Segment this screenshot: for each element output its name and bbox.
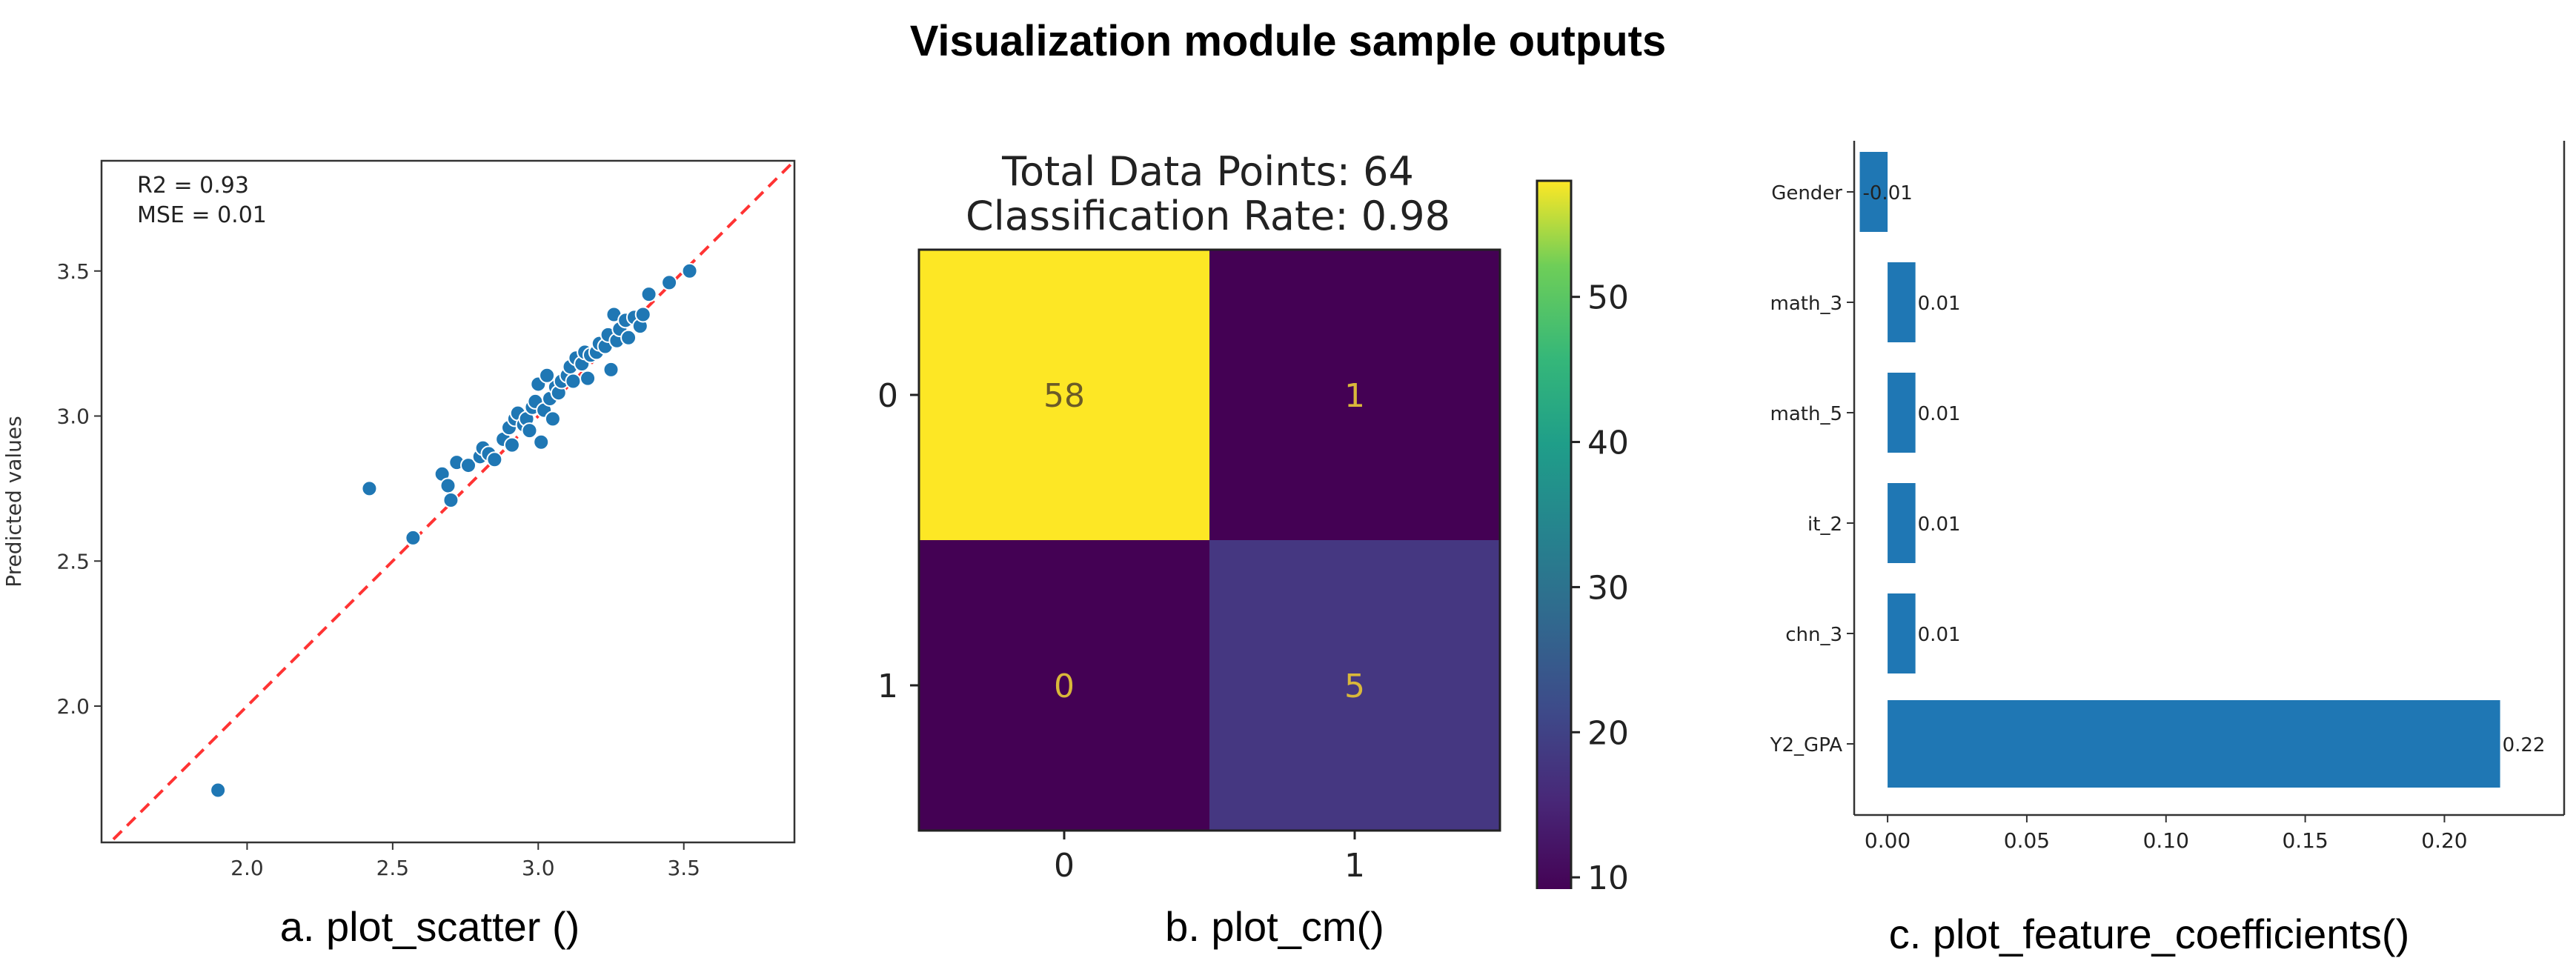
scatter-point	[634, 306, 651, 323]
cm-cell	[1209, 540, 1500, 831]
cm-y-tick-label: 1	[877, 668, 898, 705]
cm-cell	[919, 540, 1209, 831]
cm-x-tick-label: 1	[1344, 847, 1365, 885]
cm-frame	[917, 248, 1501, 832]
scatter-point	[602, 361, 620, 378]
scatter-point	[486, 451, 503, 468]
coef-bar-value-label: -0.01	[1863, 182, 1913, 204]
scatter-plot: 2.0 2.5 3.0 3.5 2.0 2.5 3.0 3.5 Predicted value…	[1, 159, 796, 880]
coef-bar	[1888, 373, 1916, 453]
caption-scatter: a. plot_scatter ()	[279, 903, 580, 950]
cm-cell	[1209, 250, 1500, 540]
scatter-y-tick-label: 3.5	[56, 259, 90, 284]
coef-bar-value-label: 0.01	[1918, 293, 1961, 315]
coef-x-tick-label: 0.10	[2143, 828, 2189, 853]
cm-cell-value: 58	[1043, 377, 1085, 415]
scatter-point	[661, 274, 678, 291]
caption-coefficients: c. plot_feature_coefficients()	[1888, 911, 2410, 957]
coef-x-tick-label: 0.15	[2282, 828, 2328, 853]
scatter-annotation-mse: MSE = 0.01	[137, 202, 267, 228]
coef-bar	[1888, 593, 1916, 673]
coef-y-tick-label: it_2	[1807, 513, 1842, 536]
cm-y-tick-label: 0	[877, 377, 898, 415]
scatter-x-tick-label: 2.5	[376, 856, 410, 880]
scatter-point	[620, 329, 637, 346]
coef-bar-value-label: 0.01	[1918, 403, 1961, 425]
scatter-y-tick-label: 2.0	[56, 694, 90, 719]
cm-cell-value: 5	[1344, 668, 1365, 705]
coef-y-tick-label: math_3	[1770, 293, 1842, 315]
scatter-x-tick-label: 3.5	[667, 856, 700, 880]
coef-bar-value-label: 0.01	[1918, 513, 1961, 536]
cm-colorbar-tick-label: 30	[1587, 569, 1629, 607]
coef-bar	[1888, 483, 1916, 563]
coef-bar	[1888, 262, 1916, 342]
cm-colorbar-tick-label: 20	[1587, 714, 1629, 752]
cm-colorbar-tick-label: 10	[1587, 859, 1629, 889]
cm-cell-value: 0	[1054, 668, 1075, 705]
coef-x-tick-label: 0.00	[1865, 828, 1911, 853]
coef-x-tick-label: 0.20	[2421, 828, 2467, 853]
cm-title-line-1: Total Data Points: 64	[1001, 148, 1414, 195]
coef-y-tick-label: Y2_GPA	[1770, 734, 1843, 756]
scatter-x-tick-label: 3.0	[522, 856, 555, 880]
scatter-y-label: Predicted values	[1, 416, 26, 587]
feature-coefficients-chart: -0.01 0.01 0.01 0.01 0.01 0.22 Gender math_3ma…	[1770, 141, 2566, 853]
scatter-annotation-r2: R2 = 0.93	[137, 173, 249, 199]
scatter-point	[681, 262, 698, 279]
scatter-y-tick-label: 2.5	[56, 549, 90, 573]
scatter-point	[565, 373, 582, 390]
main-title: Visualization module sample outputs	[909, 17, 1667, 65]
scatter-point	[210, 782, 227, 799]
cm-title-line-2: Classification Rate: 0.98	[966, 193, 1450, 239]
coef-bar-value-label: 0.01	[1918, 624, 1961, 646]
cm-colorbar	[1536, 179, 1573, 889]
cm-colorbar-tick-label: 50	[1587, 279, 1629, 317]
coef-bar-value-label: 0.22	[2503, 734, 2546, 756]
coef-y-tick-label: Gender	[1771, 182, 1842, 204]
coef-y-tick-label: math_5	[1770, 403, 1842, 425]
coef-y-tick-label: chn_3	[1785, 624, 1842, 646]
coef-x-tick-label: 0.05	[2004, 828, 2050, 853]
scatter-point	[539, 367, 556, 384]
cm-colorbar-tick-label: 40	[1587, 425, 1629, 462]
scatter-point	[544, 410, 561, 428]
scatter-point	[442, 492, 459, 509]
scatter-point	[439, 477, 457, 494]
scatter-y-tick-label: 3.0	[56, 405, 90, 429]
cm-cell	[919, 250, 1209, 540]
scatter-point	[361, 480, 378, 497]
scatter-point	[533, 433, 550, 450]
scatter-point	[521, 422, 538, 439]
coef-bar	[1888, 700, 2500, 788]
coef-bar	[1859, 152, 1888, 232]
scatter-point	[503, 436, 520, 453]
cm-x-tick-label: 0	[1054, 847, 1075, 885]
scatter-x-tick-label: 2.0	[230, 856, 264, 880]
scatter-point	[640, 286, 657, 303]
scatter-point	[580, 370, 597, 387]
scatter-point	[405, 529, 422, 546]
confusion-matrix: Total Data Points: 64 Classification Rat…	[877, 148, 1629, 889]
cm-cell-value: 1	[1344, 377, 1365, 415]
scatter-point	[460, 457, 477, 474]
caption-cm: b. plot_cm()	[1165, 903, 1384, 950]
